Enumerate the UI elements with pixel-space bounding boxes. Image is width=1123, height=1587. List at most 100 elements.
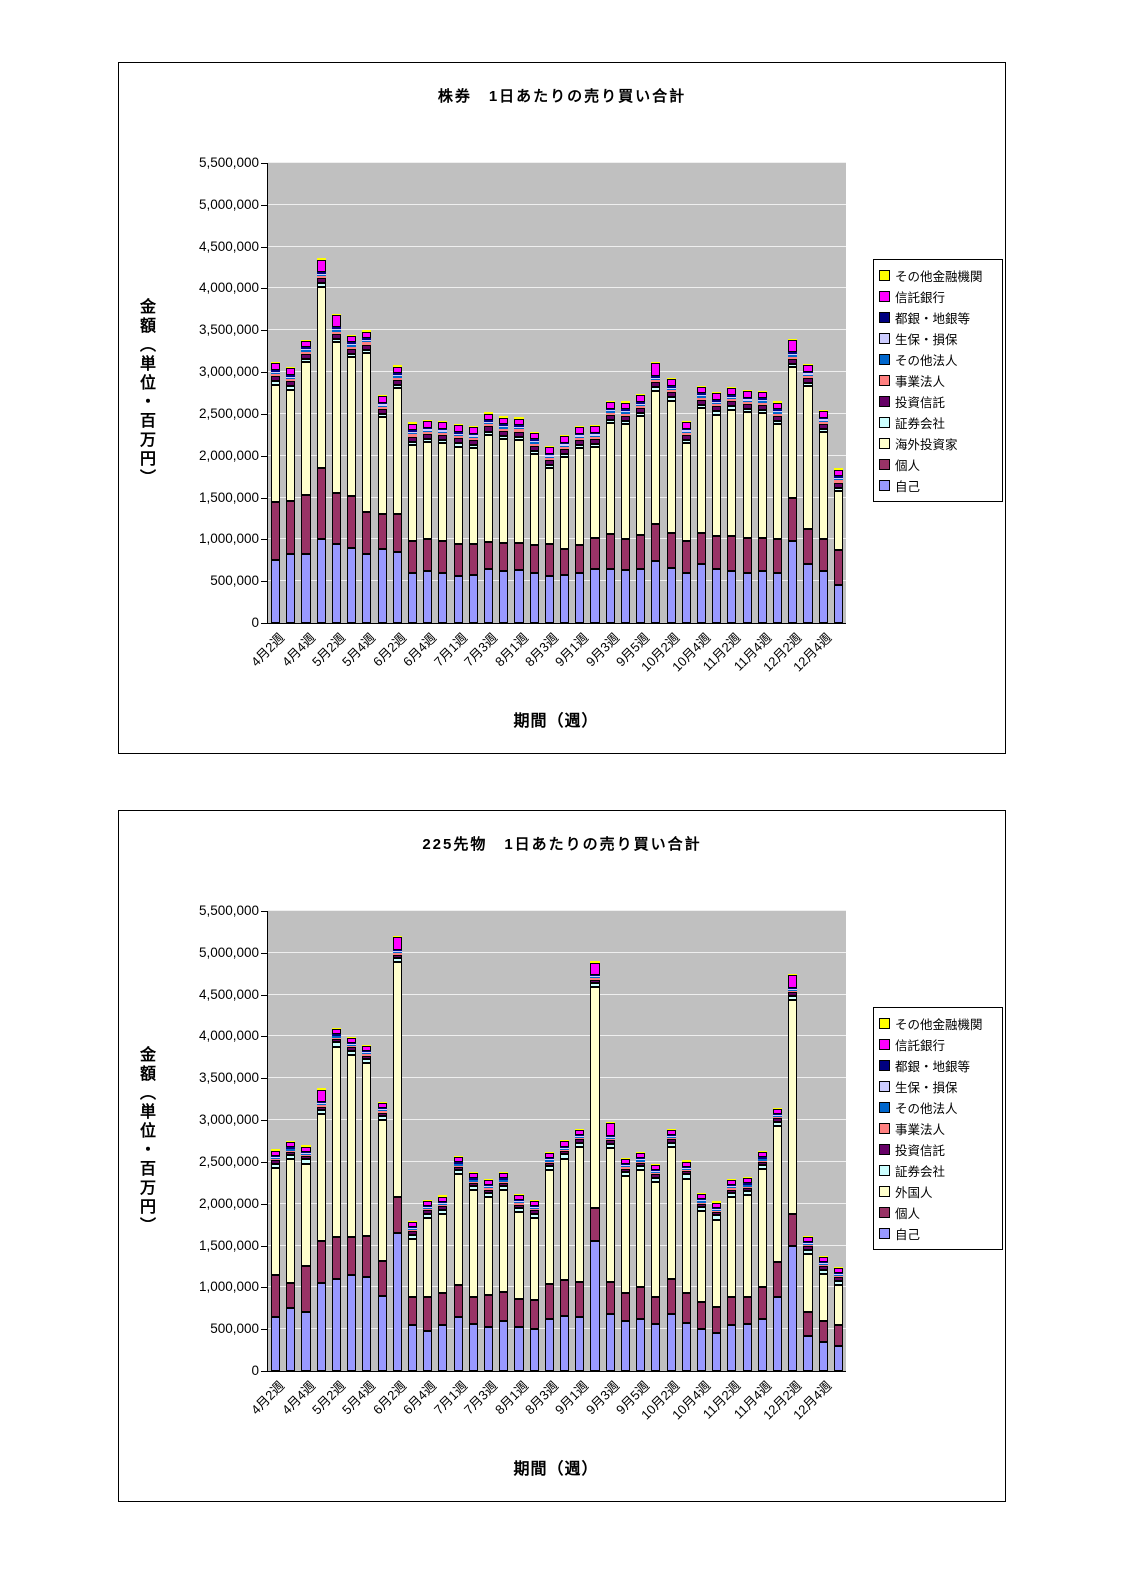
bar-segment [590, 424, 600, 427]
bar-segment [468, 1324, 478, 1371]
bar-segment [468, 1179, 478, 1181]
bar-segment [544, 1158, 554, 1160]
bar-segment [331, 1237, 341, 1279]
bar-segment [316, 276, 326, 279]
legend-label: 事業法人 [895, 1123, 946, 1137]
bar-segment [392, 388, 402, 515]
bar-segment [362, 1044, 372, 1047]
bar-segment [347, 1037, 357, 1043]
y-tick-label: 1,000,000 [198, 1279, 259, 1295]
x-tick-label: 10月2週 [638, 1378, 683, 1423]
bar-segment [377, 1101, 387, 1103]
legend-color-swatch [879, 354, 890, 365]
bar-segment [544, 453, 554, 456]
bar-segment [362, 1055, 372, 1060]
bar-segment [377, 394, 387, 396]
bar-segment [377, 395, 387, 403]
legend-label: その他金融機関 [895, 1018, 983, 1032]
bar-segment [575, 1281, 585, 1317]
bar-segment [742, 1186, 752, 1188]
y-axis-title: 金額（単位・百万円） [137, 1046, 154, 1236]
bar-8月1週 [514, 163, 524, 623]
bar-segment [666, 390, 676, 393]
bar-segment [347, 1237, 357, 1275]
bar-segment [407, 431, 418, 434]
bar-segment [271, 376, 281, 382]
bar-segment [499, 1178, 509, 1180]
bar-segment [636, 1319, 646, 1371]
y-tick-label: 500,000 [210, 573, 259, 589]
bar-segment [362, 1051, 372, 1053]
bar-segment [316, 539, 326, 623]
bar-segment [772, 420, 783, 424]
bar-segment [560, 549, 570, 575]
bar-segment [803, 1243, 813, 1244]
bar-segment [560, 445, 570, 447]
bar-segment [286, 1149, 296, 1151]
x-tick-label: 5月4週 [339, 1378, 379, 1418]
bar-11月4週 [757, 911, 767, 1371]
bar-segment [742, 1191, 752, 1196]
bar-12月3週 [803, 911, 813, 1371]
bar-segment [483, 423, 494, 425]
bar-segment [301, 495, 311, 554]
bar-6月5週 [438, 911, 448, 1371]
bar-segment [696, 395, 707, 397]
bar-segment [712, 400, 722, 402]
bar-segment [271, 501, 281, 561]
bar-segment [788, 363, 798, 368]
bar-segment [301, 1159, 311, 1164]
bar-segment [590, 434, 600, 436]
bar-segment [803, 1253, 813, 1313]
bar-segment [757, 1161, 767, 1166]
bar-segment [453, 433, 463, 435]
bar-segment [362, 1052, 372, 1054]
bar-segment [620, 412, 630, 414]
bar-segment [666, 532, 676, 568]
bar-segment [833, 482, 843, 488]
bar-segment [331, 342, 341, 494]
bar-segment [620, 1167, 630, 1169]
bar-segment [666, 378, 676, 380]
bar-8月1週 [514, 911, 524, 1371]
bar-segment [712, 404, 722, 407]
gridline [268, 1286, 846, 1288]
gridline [268, 496, 846, 498]
bar-segment [286, 554, 296, 623]
bar-segment [696, 386, 707, 394]
bar-segment [331, 1029, 341, 1035]
bar-segment [636, 1287, 646, 1320]
x-tick-label: 11月2週 [699, 1378, 744, 1422]
bar-segment [514, 431, 524, 437]
bar-segment [560, 449, 570, 455]
bar-segment [453, 1170, 463, 1175]
bar-segment [529, 442, 539, 444]
bar-segment [560, 1147, 570, 1149]
bar-segment [407, 572, 418, 623]
bar-segment [757, 401, 767, 403]
legend-color-swatch [879, 396, 890, 407]
bar-9月4週 [620, 163, 630, 623]
bar-segment [316, 1104, 326, 1106]
bar-segment [560, 1141, 570, 1147]
bar-segment [833, 468, 843, 470]
bar-segment [605, 1135, 615, 1137]
chart-title: 225先物 1日あたりの売り買い合計 [422, 836, 702, 853]
gridline [268, 287, 846, 289]
bar-segment [772, 1121, 783, 1126]
bar-segment [438, 434, 448, 440]
bar-segment [833, 480, 843, 483]
bar-segment [757, 1287, 767, 1320]
bar-segment [483, 1188, 494, 1190]
bar-segment [772, 1118, 783, 1122]
bar-segment [514, 429, 524, 432]
bar-segment [681, 1166, 691, 1168]
bar-segment [590, 978, 600, 980]
y-tick-label: 4,500,000 [198, 986, 259, 1002]
bar-segment [529, 454, 539, 546]
bar-segment [772, 412, 783, 414]
bar-segment [499, 571, 509, 623]
bar-segment [347, 345, 357, 347]
gridline [268, 951, 846, 953]
bar-segment [468, 1178, 478, 1180]
